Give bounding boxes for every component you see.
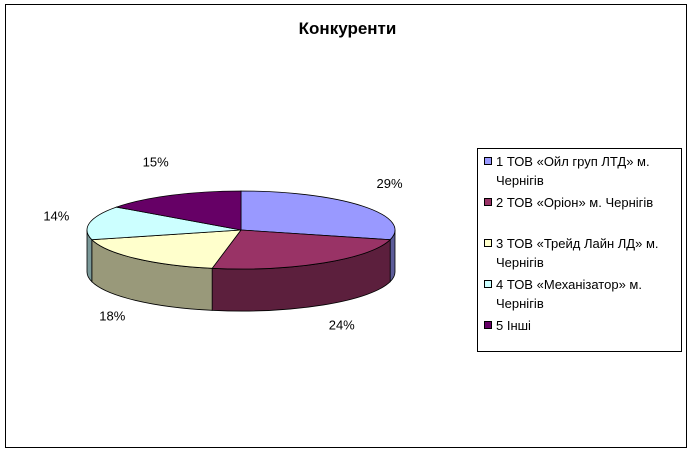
legend-label-3: 3 ТОВ «Трейд Лайн ЛД» м. Чернігів — [496, 236, 659, 270]
data-labels: 29% 24% 18% 14% 15% — [43, 154, 403, 332]
legend-item-5: 5 Інші — [484, 316, 679, 335]
pie-top-faces — [86, 190, 396, 270]
legend-item-4: 4 ТОВ «Механізатор» м. Чернігів — [484, 275, 679, 313]
chart-title: Конкуренти — [298, 19, 397, 38]
pie-slice-4 — [86, 206, 242, 241]
legend-label-5: 5 Інші — [496, 318, 531, 333]
legend-item-1: 1 ТОВ «Ойл груп ЛТД» м. Чернігів — [484, 152, 679, 190]
data-label-4: 14% — [43, 209, 69, 224]
pie-slice-2 — [211, 229, 392, 270]
pie-slice-3 — [90, 229, 242, 269]
legend-item-2: 2 ТОВ «Оріон» м. Чернігів — [484, 193, 679, 212]
data-label-1: 29% — [377, 176, 403, 191]
legend-item-3: 3 ТОВ «Трейд Лайн ЛД» м. Чернігів — [484, 234, 679, 272]
legend-label-1: 1 ТОВ «Ойл груп ЛТД» м. Чернігів — [496, 154, 650, 188]
legend-label-4: 4 ТОВ «Механізатор» м. Чернігів — [496, 277, 642, 311]
legend-swatch-1 — [484, 157, 492, 165]
pie-slice-1 — [240, 190, 396, 241]
data-label-5: 15% — [143, 154, 169, 169]
pie-side-walls — [86, 229, 396, 312]
legend-swatch-3 — [484, 239, 492, 247]
data-label-2: 24% — [329, 317, 355, 332]
legend-swatch-2 — [484, 198, 492, 206]
legend: 1 ТОВ «Ойл груп ЛТД» м. Чернігів 2 ТОВ «… — [477, 148, 682, 352]
data-label-3: 18% — [99, 309, 125, 324]
legend-label-2: 2 ТОВ «Оріон» м. Чернігів — [496, 195, 654, 210]
pie-slice-5 — [114, 190, 242, 231]
legend-swatch-4 — [484, 280, 492, 288]
legend-swatch-5 — [484, 321, 492, 329]
